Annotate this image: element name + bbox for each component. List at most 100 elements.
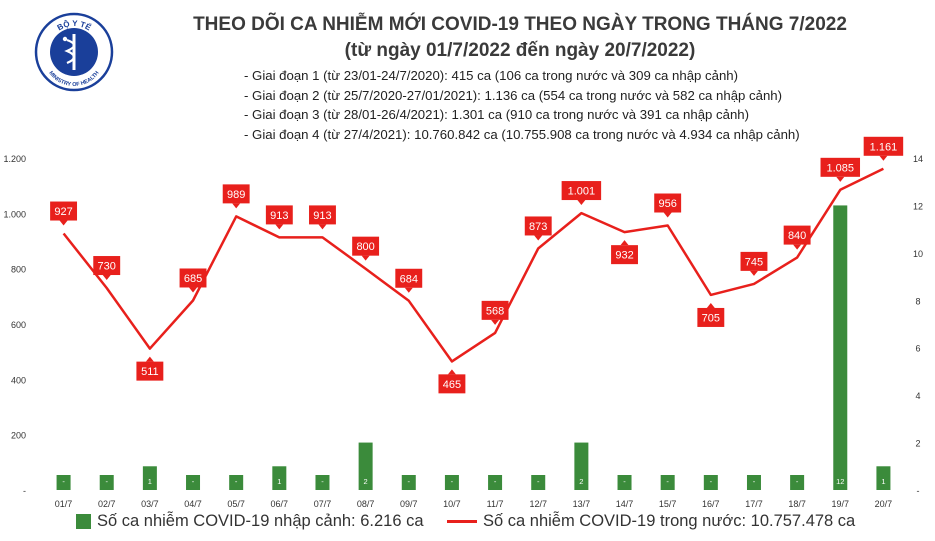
bar-label: - bbox=[796, 477, 799, 486]
bar-label: - bbox=[192, 477, 195, 486]
y-left-tick-label: 1.000 bbox=[3, 209, 26, 219]
y-right-tick-label: 2 bbox=[915, 439, 920, 449]
line-label-pointer bbox=[749, 270, 758, 276]
bar-imported-13/7 bbox=[574, 442, 589, 490]
line-label-pointer bbox=[534, 235, 543, 241]
line-label-pointer bbox=[189, 287, 198, 293]
legend-label-domestic: Số ca nhiễm COVID-19 trong nước: 10.757.… bbox=[483, 512, 856, 530]
x-tick-label: 07/7 bbox=[314, 499, 332, 509]
x-tick-label: 03/7 bbox=[141, 499, 159, 509]
line-data-label: 873 bbox=[529, 221, 547, 233]
bar-label: - bbox=[710, 477, 713, 486]
line-label-box bbox=[93, 256, 121, 276]
line-label-pointer bbox=[706, 302, 715, 308]
x-tick-label: 08/7 bbox=[357, 499, 375, 509]
x-tick-label: 06/7 bbox=[271, 499, 289, 509]
svg-text:BỘ Y TẾ: BỘ Y TẾ bbox=[56, 19, 94, 33]
bar-label: - bbox=[537, 477, 540, 486]
line-data-label: 989 bbox=[227, 189, 245, 201]
y-right-tick-label: 4 bbox=[915, 391, 920, 401]
x-tick-label: 01/7 bbox=[55, 499, 73, 509]
y-left-tick-label: - bbox=[23, 486, 26, 496]
line-label-pointer bbox=[145, 356, 154, 362]
bar-label: - bbox=[494, 477, 497, 486]
line-label-box bbox=[265, 205, 293, 225]
bar-label: 1 bbox=[148, 477, 152, 486]
bar-label: - bbox=[666, 477, 669, 486]
line-label-box bbox=[783, 225, 811, 245]
stage-1-line: - Giai đoạn 1 (từ 23/01-24/7/2020): 415 … bbox=[244, 68, 739, 83]
bar-label: 1 bbox=[881, 477, 885, 486]
y-left-tick-label: 1.200 bbox=[3, 154, 26, 164]
line-label-pointer bbox=[275, 224, 284, 230]
bar-imported-02/7 bbox=[99, 475, 114, 490]
legend-bar-swatch bbox=[76, 514, 91, 529]
bar-imported-14/7 bbox=[617, 475, 632, 490]
line-label-box bbox=[863, 136, 904, 156]
bar-imported-18/7 bbox=[790, 475, 805, 490]
line-label-pointer bbox=[577, 200, 586, 206]
legend-line-swatch bbox=[447, 520, 477, 523]
x-tick-label: 18/7 bbox=[788, 499, 806, 509]
line-label-box bbox=[820, 157, 861, 177]
bar-imported-20/7 bbox=[876, 466, 891, 490]
bar-label: 2 bbox=[364, 477, 368, 486]
line-data-label: 1.085 bbox=[827, 162, 855, 174]
bar-label: - bbox=[451, 477, 454, 486]
x-tick-label: 17/7 bbox=[745, 499, 763, 509]
line-data-label: 745 bbox=[745, 256, 763, 268]
line-label-pointer bbox=[836, 176, 845, 182]
bar-imported-19/7 bbox=[833, 205, 848, 490]
line-label-box bbox=[740, 251, 768, 271]
line-label-box bbox=[438, 374, 466, 394]
legend-item-domestic: Số ca nhiễm COVID-19 trong nước: 10.757.… bbox=[447, 512, 855, 531]
line-label-pointer bbox=[491, 319, 500, 325]
bar-imported-17/7 bbox=[746, 475, 761, 490]
y-left-tick-label: 800 bbox=[11, 265, 26, 275]
line-data-label: 705 bbox=[702, 312, 720, 324]
line-label-box bbox=[561, 181, 602, 201]
line-label-pointer bbox=[620, 240, 629, 246]
x-tick-label: 16/7 bbox=[702, 499, 720, 509]
line-data-label: 927 bbox=[54, 206, 72, 218]
x-tick-label: 14/7 bbox=[616, 499, 634, 509]
line-label-pointer bbox=[793, 244, 802, 250]
line-label-pointer bbox=[447, 369, 456, 375]
line-label-box bbox=[611, 245, 638, 265]
bar-imported-15/7 bbox=[660, 475, 675, 490]
line-label-box bbox=[524, 216, 552, 236]
line-data-label: 1.001 bbox=[568, 186, 596, 198]
line-data-label: 932 bbox=[615, 250, 633, 262]
line-label-pointer bbox=[59, 220, 68, 226]
line-label-box bbox=[654, 193, 682, 213]
bar-imported-12/7 bbox=[531, 475, 546, 490]
chart-legend: Số ca nhiễm COVID-19 nhập cảnh: 6.216 ca… bbox=[0, 512, 935, 538]
line-label-box bbox=[352, 236, 380, 256]
x-tick-label: 09/7 bbox=[400, 499, 418, 509]
bar-imported-01/7 bbox=[56, 475, 71, 490]
line-label-box bbox=[395, 268, 423, 288]
bar-imported-10/7 bbox=[444, 475, 459, 490]
stage-4-line: - Giai đoạn 4 (từ 27/4/2021): 10.760.842… bbox=[244, 126, 800, 142]
line-data-label: 913 bbox=[313, 210, 331, 222]
bar-imported-16/7 bbox=[703, 475, 718, 490]
line-data-label: 913 bbox=[270, 210, 288, 222]
line-label-box bbox=[50, 201, 78, 221]
stage-2-line: - Giai đoạn 2 (từ 25/7/2020-27/01/2021):… bbox=[244, 87, 783, 103]
y-right-tick-label: 10 bbox=[913, 249, 923, 259]
y-right-tick-label: 6 bbox=[915, 344, 920, 354]
x-tick-label: 05/7 bbox=[227, 499, 245, 509]
legend-item-imported: Số ca nhiễm COVID-19 nhập cảnh: 6.216 ca bbox=[76, 512, 424, 531]
x-tick-label: 10/7 bbox=[443, 499, 461, 509]
y-right-tick-label: 8 bbox=[915, 296, 920, 306]
line-data-label: 840 bbox=[788, 230, 806, 242]
bar-label: - bbox=[62, 477, 65, 486]
y-right-tick-label: 12 bbox=[913, 201, 923, 211]
line-label-box bbox=[136, 361, 164, 381]
stage-summary: - Giai đoạn 1 (từ 23/01-24/7/2020): 415 … bbox=[244, 66, 800, 144]
bar-label: - bbox=[105, 477, 108, 486]
legend-label-imported: Số ca nhiễm COVID-19 nhập cảnh: 6.216 ca bbox=[97, 512, 424, 530]
y-right-tick-label: - bbox=[917, 486, 920, 496]
line-data-label: 465 bbox=[443, 379, 461, 391]
